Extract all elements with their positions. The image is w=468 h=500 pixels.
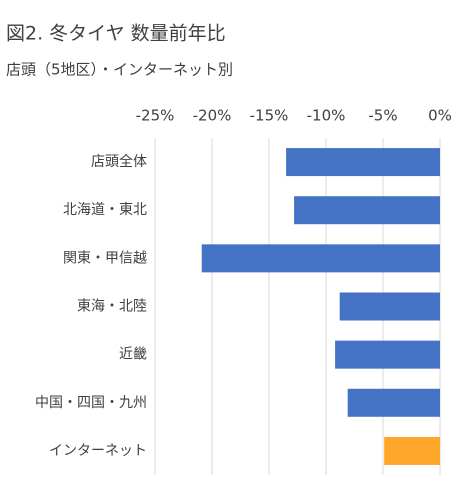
y-tick-label: 東海・北陸 [77,299,147,315]
x-tick-label: -10% [307,107,346,125]
bar [384,436,440,465]
x-tick-label: 0% [428,107,452,125]
bar [201,244,440,273]
x-tick-label: -20% [193,107,232,125]
x-tick-label: -5% [368,107,397,125]
y-tick-label: 店頭全体 [91,153,147,170]
bar [286,148,440,177]
bar [347,388,440,417]
bar [339,292,440,321]
chart-title: 図2. 冬タイヤ 数量前年比 [6,23,226,45]
x-tick-label: -15% [250,107,289,125]
bar [294,196,440,225]
chart-subtitle: 店頭（5地区）・インターネット別 [6,61,233,79]
y-tick-label: 近畿 [119,347,147,363]
y-tick-label: 中国・四国・九州 [35,395,147,411]
y-tick-label: 関東・甲信越 [63,250,147,266]
bar [335,340,440,369]
x-tick-label: -25% [136,107,175,125]
y-tick-label: インターネット [49,443,147,459]
y-tick-label: 北海道・東北 [63,202,147,218]
